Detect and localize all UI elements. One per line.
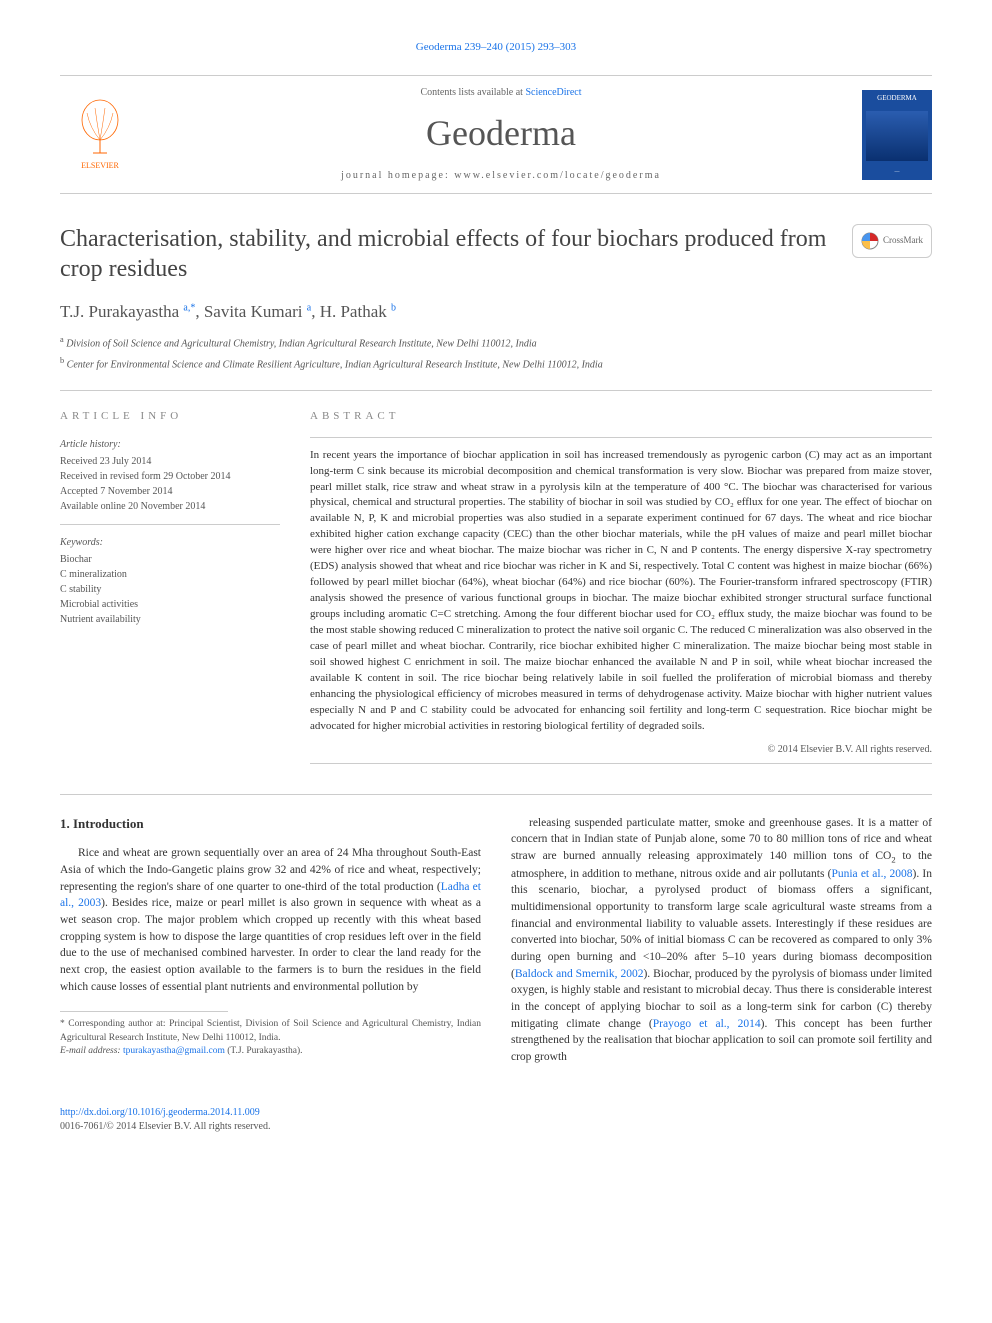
contents-line: Contents lists available at ScienceDirec…: [140, 86, 862, 100]
issn-copyright: 0016-7061/© 2014 Elsevier B.V. All right…: [60, 1120, 932, 1134]
email-footnote: E-mail address: tpurakayastha@gmail.com …: [60, 1045, 481, 1058]
footnote-separator: [60, 1011, 228, 1012]
authors: T.J. Purakayastha a,*, Savita Kumari a, …: [60, 300, 932, 324]
body-paragraph-1: Rice and wheat are grown sequentially ov…: [60, 845, 481, 995]
article-info-heading: ARTICLE INFO: [60, 409, 280, 424]
email-link[interactable]: tpurakayastha@gmail.com: [123, 1046, 225, 1056]
abstract-text: In recent years the importance of biocha…: [310, 448, 932, 735]
history-line: Received in revised form 29 October 2014: [60, 469, 280, 484]
keywords-block: Keywords: BiocharC mineralizationC stabi…: [60, 535, 280, 637]
info-abstract-row: ARTICLE INFO Article history: Received 2…: [60, 409, 932, 763]
cover-image-placeholder: [866, 111, 928, 161]
abstract-column: ABSTRACT In recent years the importance …: [310, 409, 932, 763]
publisher-name: ELSEVIER: [81, 160, 119, 171]
body-column-right: releasing suspended particulate matter, …: [511, 815, 932, 1066]
affiliations: a Division of Soil Science and Agricultu…: [60, 334, 932, 373]
abstract-bottom-rule: [310, 763, 932, 764]
history-label: Article history:: [60, 437, 280, 452]
history-line: Accepted 7 November 2014: [60, 484, 280, 499]
publisher-logo: ELSEVIER: [60, 90, 140, 180]
journal-reference: Geoderma 239–240 (2015) 293–303: [60, 40, 932, 55]
abstract-copyright: © 2014 Elsevier B.V. All rights reserved…: [310, 743, 932, 757]
article-title: Characterisation, stability, and microbi…: [60, 224, 852, 284]
introduction-heading: 1. Introduction: [60, 815, 481, 834]
title-row: Characterisation, stability, and microbi…: [60, 224, 932, 284]
affiliation: a Division of Soil Science and Agricultu…: [60, 334, 932, 351]
body-column-left: 1. Introduction Rice and wheat are grown…: [60, 815, 481, 1066]
homepage-prefix: journal homepage:: [341, 170, 454, 181]
crossmark-badge[interactable]: CrossMark: [852, 224, 932, 258]
homepage-url[interactable]: www.elsevier.com/locate/geoderma: [454, 170, 661, 181]
cover-footer: —: [866, 169, 928, 176]
email-label: E-mail address:: [60, 1046, 121, 1056]
journal-name: Geoderma: [140, 108, 862, 158]
keyword: Nutrient availability: [60, 612, 280, 627]
header-center: Contents lists available at ScienceDirec…: [140, 86, 862, 182]
elsevier-tree-icon: [75, 98, 125, 158]
crossmark-icon: [861, 232, 879, 250]
page-footer: http://dx.doi.org/10.1016/j.geoderma.201…: [60, 1106, 932, 1134]
keyword: Biochar: [60, 552, 280, 567]
affiliation: b Center for Environmental Science and C…: [60, 355, 932, 372]
body-columns: 1. Introduction Rice and wheat are grown…: [60, 815, 932, 1066]
article-info: ARTICLE INFO Article history: Received 2…: [60, 409, 280, 763]
abstract-heading: ABSTRACT: [310, 409, 932, 424]
divider-2: [60, 794, 932, 795]
divider: [60, 390, 932, 391]
abstract-top-rule: [310, 437, 932, 438]
body-paragraph-2: releasing suspended particulate matter, …: [511, 815, 932, 1066]
history-line: Received 23 July 2014: [60, 454, 280, 469]
keyword: C mineralization: [60, 567, 280, 582]
keyword: Microbial activities: [60, 597, 280, 612]
cover-title: GEODERMA: [866, 94, 928, 104]
journal-cover: GEODERMA —: [862, 90, 932, 180]
contents-prefix: Contents lists available at: [420, 87, 525, 98]
homepage-line: journal homepage: www.elsevier.com/locat…: [140, 169, 862, 183]
keywords-label: Keywords:: [60, 535, 280, 550]
crossmark-label: CrossMark: [883, 234, 923, 247]
doi-link[interactable]: http://dx.doi.org/10.1016/j.geoderma.201…: [60, 1107, 260, 1118]
journal-header: ELSEVIER Contents lists available at Sci…: [60, 75, 932, 193]
history-line: Available online 20 November 2014: [60, 499, 280, 514]
keyword: C stability: [60, 582, 280, 597]
sciencedirect-link[interactable]: ScienceDirect: [525, 87, 581, 98]
history-block: Article history: Received 23 July 2014Re…: [60, 437, 280, 525]
email-author: (T.J. Purakayastha).: [227, 1046, 302, 1056]
corresponding-author-note: * Corresponding author at: Principal Sci…: [60, 1018, 481, 1045]
